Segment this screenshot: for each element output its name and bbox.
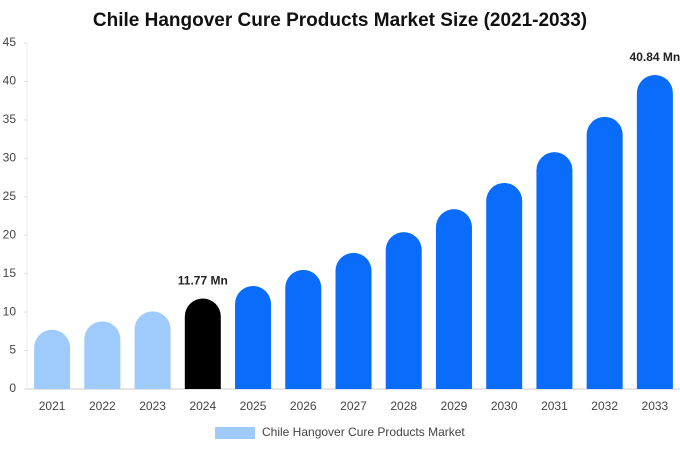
- x-tick-label: 2025: [240, 399, 267, 413]
- bar: [586, 116, 623, 389]
- y-tick-label: 25: [3, 189, 17, 203]
- x-tick-label: 2027: [340, 399, 367, 413]
- bar: [536, 152, 573, 389]
- y-tick-label: 0: [9, 381, 16, 395]
- x-tick-label: 2031: [541, 399, 568, 413]
- value-label: 11.77 Mn: [178, 274, 228, 288]
- bar: [184, 298, 221, 389]
- bar: [385, 232, 422, 389]
- y-tick-label: 40: [3, 74, 17, 88]
- x-tick-label: 2030: [491, 399, 518, 413]
- bar: [285, 269, 322, 389]
- y-tick-label: 30: [3, 151, 17, 165]
- x-tick-label: 2032: [591, 399, 618, 413]
- bar: [636, 74, 673, 390]
- bar: [134, 311, 171, 389]
- legend-swatch: [215, 427, 255, 439]
- x-tick-label: 2033: [642, 399, 669, 413]
- bar: [84, 321, 121, 389]
- x-tick-label: 2028: [390, 399, 417, 413]
- bar: [435, 209, 472, 389]
- x-tick-label: 2029: [441, 399, 468, 413]
- bar: [34, 329, 71, 389]
- x-tick-label: 2023: [139, 399, 166, 413]
- x-tick-label: 2026: [290, 399, 317, 413]
- y-tick-label: 15: [3, 266, 17, 280]
- y-tick-label: 35: [3, 112, 17, 126]
- bar: [235, 285, 272, 389]
- bar: [486, 182, 523, 389]
- y-tick-label: 10: [3, 304, 17, 318]
- x-tick-label: 2024: [189, 399, 216, 413]
- bar: [335, 252, 372, 389]
- x-tick-label: 2021: [39, 399, 66, 413]
- y-tick-label: 5: [9, 343, 16, 357]
- y-tick-label: 45: [3, 35, 17, 49]
- x-tick-label: 2022: [89, 399, 116, 413]
- legend-label: Chile Hangover Cure Products Market: [262, 425, 465, 439]
- value-label: 40.84 Mn: [630, 50, 680, 64]
- y-tick-label: 20: [3, 227, 17, 241]
- chart-title: Chile Hangover Cure Products Market Size…: [93, 10, 587, 31]
